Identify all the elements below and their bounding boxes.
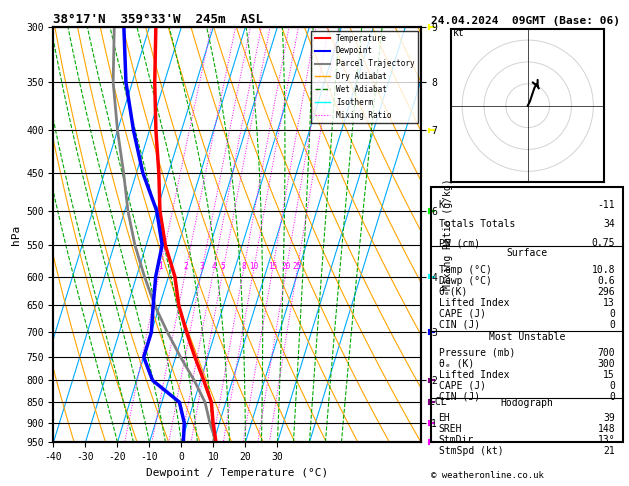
Text: 13°: 13° <box>598 435 615 445</box>
Text: CIN (J): CIN (J) <box>438 320 480 330</box>
Text: K: K <box>438 200 445 210</box>
Text: 10: 10 <box>249 261 258 271</box>
Text: 0: 0 <box>609 381 615 391</box>
Text: © weatheronline.co.uk: © weatheronline.co.uk <box>431 471 543 480</box>
Text: 0: 0 <box>609 309 615 319</box>
Text: 8: 8 <box>241 261 246 271</box>
Y-axis label: Mixing Ratio (g/kg): Mixing Ratio (g/kg) <box>443 179 453 290</box>
Text: 0: 0 <box>609 320 615 330</box>
Text: 296: 296 <box>598 287 615 297</box>
Legend: Temperature, Dewpoint, Parcel Trajectory, Dry Adiabat, Wet Adiabat, Isotherm, Mi: Temperature, Dewpoint, Parcel Trajectory… <box>311 31 418 122</box>
Text: 1: 1 <box>158 261 162 271</box>
Text: LCL: LCL <box>429 397 447 407</box>
Text: kt: kt <box>454 28 465 38</box>
Text: Surface: Surface <box>506 248 547 259</box>
Text: 2: 2 <box>184 261 188 271</box>
Text: 13: 13 <box>603 298 615 308</box>
Text: 4: 4 <box>211 261 216 271</box>
Text: 300: 300 <box>598 359 615 369</box>
Text: 21: 21 <box>603 446 615 456</box>
Text: 700: 700 <box>598 348 615 358</box>
Text: PW (cm): PW (cm) <box>438 238 480 248</box>
Text: SREH: SREH <box>438 424 462 434</box>
Text: Dewp (°C): Dewp (°C) <box>438 276 491 286</box>
Text: EH: EH <box>438 413 450 423</box>
Text: StmDir: StmDir <box>438 435 474 445</box>
Text: 5: 5 <box>221 261 225 271</box>
Text: Pressure (mb): Pressure (mb) <box>438 348 515 358</box>
Text: Temp (°C): Temp (°C) <box>438 265 491 275</box>
Text: 39: 39 <box>603 413 615 423</box>
Text: StmSpd (kt): StmSpd (kt) <box>438 446 503 456</box>
Text: 15: 15 <box>603 370 615 380</box>
Text: Most Unstable: Most Unstable <box>489 332 565 342</box>
Text: 34: 34 <box>603 219 615 229</box>
Text: 25: 25 <box>292 261 302 271</box>
Text: 24.04.2024  09GMT (Base: 06): 24.04.2024 09GMT (Base: 06) <box>431 16 620 26</box>
Text: Lifted Index: Lifted Index <box>438 370 509 380</box>
Text: CAPE (J): CAPE (J) <box>438 309 486 319</box>
Text: 148: 148 <box>598 424 615 434</box>
X-axis label: Dewpoint / Temperature (°C): Dewpoint / Temperature (°C) <box>147 468 328 478</box>
Text: θₑ(K): θₑ(K) <box>438 287 468 297</box>
Text: 0.6: 0.6 <box>598 276 615 286</box>
Text: -11: -11 <box>598 200 615 210</box>
Text: Hodograph: Hodograph <box>500 399 554 408</box>
Text: Lifted Index: Lifted Index <box>438 298 509 308</box>
Text: θₑ (K): θₑ (K) <box>438 359 474 369</box>
Text: 20: 20 <box>282 261 291 271</box>
Text: 0: 0 <box>609 392 615 402</box>
Y-axis label: hPa: hPa <box>11 225 21 244</box>
Text: 0.75: 0.75 <box>591 238 615 248</box>
Text: CIN (J): CIN (J) <box>438 392 480 402</box>
Text: 3: 3 <box>199 261 204 271</box>
Text: CAPE (J): CAPE (J) <box>438 381 486 391</box>
Text: Totals Totals: Totals Totals <box>438 219 515 229</box>
Text: 15: 15 <box>268 261 277 271</box>
Text: 10.8: 10.8 <box>591 265 615 275</box>
Text: 38°17'N  359°33'W  245m  ASL: 38°17'N 359°33'W 245m ASL <box>53 13 264 26</box>
